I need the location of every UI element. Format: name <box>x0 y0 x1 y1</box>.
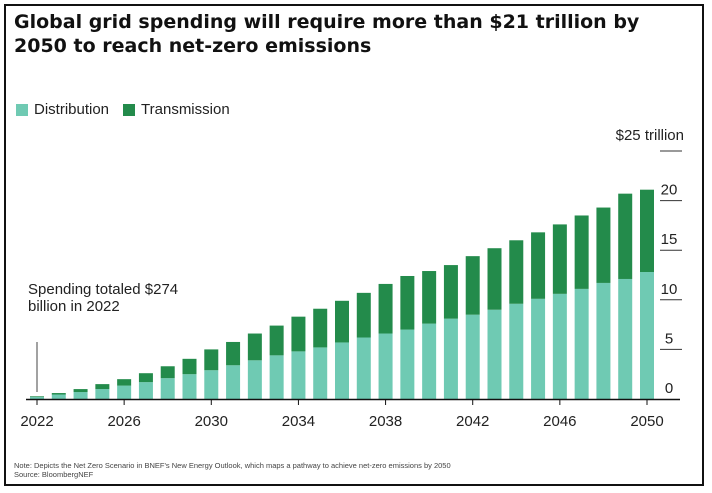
bar-distribution-2036 <box>335 342 349 399</box>
chart-title: Global grid spending will require more t… <box>14 11 640 57</box>
bar-distribution-2035 <box>313 347 328 399</box>
bar-transmission-2037 <box>356 292 371 338</box>
bar-distribution-2032 <box>247 360 262 399</box>
y-axis-unit-label: $25 trillion <box>615 127 684 144</box>
bar-distribution-2025 <box>95 389 110 399</box>
bar-distribution-2022 <box>30 397 44 399</box>
bar-distribution-2031 <box>226 365 241 399</box>
bar-transmission-2038 <box>378 283 393 334</box>
bar-transmission-2027 <box>138 373 153 383</box>
bar-distribution-2046 <box>552 293 567 399</box>
bar-transmission-2040 <box>422 271 437 324</box>
bar-distribution-2024 <box>73 392 88 399</box>
bar-distribution-2026 <box>117 385 132 399</box>
bar-transmission-2049 <box>618 193 633 279</box>
bar-distribution-2033 <box>269 355 284 399</box>
bar-distribution-2039 <box>400 329 415 399</box>
bar-distribution-2049 <box>618 278 633 399</box>
bar-transmission-2022 <box>30 396 44 398</box>
bar-transmission-2043 <box>487 248 502 310</box>
bar-distribution-2034 <box>291 351 306 399</box>
bar-transmission-2048 <box>596 207 611 283</box>
bar-distribution-2041 <box>443 318 458 399</box>
bar-distribution-2045 <box>531 298 546 399</box>
y-tick-label-10: 10 <box>661 281 678 298</box>
bar-transmission-2024 <box>73 389 88 393</box>
bar-distribution-2027 <box>138 382 153 399</box>
bar-transmission-2033 <box>269 325 284 356</box>
bar-transmission-2046 <box>552 224 567 294</box>
bar-transmission-2050 <box>640 189 654 273</box>
y-tick-label-0: 0 <box>665 380 673 397</box>
legend-label-distribution: Distribution <box>34 101 110 118</box>
x-tick-label-2034: 2034 <box>282 413 315 430</box>
legend-item-distribution: Distribution <box>16 101 109 118</box>
bar-transmission-2039 <box>400 275 415 330</box>
bar-distribution-2044 <box>509 303 524 399</box>
bar-transmission-2025 <box>95 384 110 390</box>
x-tick-label-2046: 2046 <box>543 413 576 430</box>
bar-transmission-2031 <box>226 341 241 366</box>
bar-transmission-2044 <box>509 240 524 304</box>
bar-transmission-2047 <box>574 215 589 289</box>
x-tick-label-2050: 2050 <box>630 413 663 430</box>
legend-swatch-distribution <box>16 103 28 116</box>
bar-transmission-2032 <box>247 333 262 361</box>
bar-transmission-2036 <box>335 300 349 343</box>
bar-transmission-2041 <box>443 265 458 319</box>
bar-distribution-2043 <box>487 309 502 399</box>
bar-distribution-2038 <box>378 333 393 399</box>
bar-distribution-2037 <box>356 337 371 399</box>
x-tick-label-2030: 2030 <box>195 413 228 430</box>
x-tick-label-2022: 2022 <box>20 413 53 430</box>
x-tick-label-2026: 2026 <box>107 413 140 430</box>
bar-transmission-2029 <box>182 358 197 375</box>
bar-transmission-2042 <box>465 256 480 315</box>
bar-distribution-2048 <box>596 282 611 399</box>
y-tick-label-20: 20 <box>661 182 678 199</box>
bar-transmission-2026 <box>117 379 132 386</box>
y-tick-label-15: 15 <box>661 231 678 248</box>
bar-transmission-2045 <box>531 232 546 299</box>
x-tick-label-2042: 2042 <box>456 413 489 430</box>
bar-distribution-2023 <box>51 394 66 399</box>
bar-transmission-2035 <box>313 308 328 348</box>
bar-distribution-2047 <box>574 288 589 399</box>
bar-distribution-2028 <box>160 378 175 399</box>
bar-distribution-2042 <box>465 314 480 399</box>
bar-distribution-2030 <box>204 370 219 399</box>
bar-transmission-2028 <box>160 366 175 379</box>
legend-swatch-transmission <box>123 103 136 116</box>
annotation-2022: Spending totaled $274 billion in 2022 <box>28 281 179 315</box>
legend-label-transmission: Transmission <box>141 101 230 118</box>
bar-transmission-2023 <box>51 393 66 395</box>
y-tick-label-5: 5 <box>665 330 673 347</box>
footnote: Note: Depicts the Net Zero Scenario in B… <box>14 461 451 479</box>
bar-transmission-2030 <box>204 349 219 371</box>
footnote-note: Note: Depicts the Net Zero Scenario in B… <box>14 461 451 470</box>
bar-distribution-2050 <box>640 272 654 399</box>
bar-distribution-2029 <box>182 374 197 399</box>
legend: Distribution Transmission <box>16 101 244 118</box>
bar-distribution-2040 <box>422 323 437 399</box>
x-tick-label-2038: 2038 <box>369 413 402 430</box>
footnote-source: Source: BloombergNEF <box>14 470 94 479</box>
legend-item-transmission: Transmission <box>123 101 230 118</box>
bar-transmission-2034 <box>291 316 306 352</box>
